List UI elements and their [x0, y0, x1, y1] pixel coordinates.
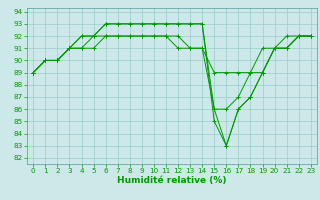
X-axis label: Humidité relative (%): Humidité relative (%)	[117, 176, 227, 185]
